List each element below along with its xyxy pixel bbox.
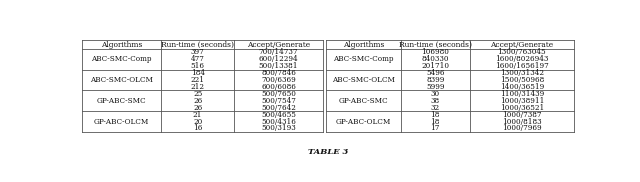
Text: 16: 16: [193, 124, 202, 132]
Text: 500/7547: 500/7547: [261, 97, 296, 105]
Text: 212: 212: [191, 83, 205, 91]
Text: 1500/50968: 1500/50968: [500, 76, 544, 84]
Text: Run-time (seconds): Run-time (seconds): [161, 41, 234, 49]
Text: 38: 38: [431, 97, 440, 105]
Text: 840330: 840330: [422, 55, 449, 63]
Text: ABC-SMC-OLCM: ABC-SMC-OLCM: [332, 76, 395, 84]
Text: 1000/36521: 1000/36521: [500, 104, 544, 112]
Text: 26: 26: [193, 97, 202, 105]
Text: Accept/Generate: Accept/Generate: [247, 41, 310, 49]
Text: 700/6369: 700/6369: [261, 76, 296, 84]
Text: 201710: 201710: [421, 62, 449, 70]
Text: GP-ABC-SMC: GP-ABC-SMC: [97, 97, 147, 105]
Text: ABC-SMC-OLCM: ABC-SMC-OLCM: [90, 76, 153, 84]
Text: 500/4655: 500/4655: [261, 111, 296, 119]
Text: 20: 20: [193, 118, 202, 126]
Text: ABC-SMC-Comp: ABC-SMC-Comp: [91, 55, 152, 63]
Text: 500/7650: 500/7650: [261, 90, 296, 98]
Text: 500/3193: 500/3193: [261, 124, 296, 132]
Text: 1600/1656197: 1600/1656197: [495, 62, 548, 70]
Text: 600/12294: 600/12294: [259, 55, 298, 63]
Text: 18: 18: [431, 118, 440, 126]
Text: 25: 25: [193, 90, 202, 98]
Text: 1600/8026943: 1600/8026943: [495, 55, 548, 63]
Text: 397: 397: [191, 48, 205, 56]
Text: 477: 477: [191, 55, 205, 63]
Text: GP-ABC-SMC: GP-ABC-SMC: [339, 97, 388, 105]
Text: 30: 30: [431, 90, 440, 98]
Text: 221: 221: [191, 76, 205, 84]
Text: 1300/763045: 1300/763045: [497, 48, 546, 56]
Text: GP-ABC-OLCM: GP-ABC-OLCM: [93, 118, 149, 126]
Text: TABLE 3: TABLE 3: [308, 148, 348, 156]
Text: 32: 32: [431, 104, 440, 112]
Text: 800/7846: 800/7846: [261, 69, 296, 77]
Text: Algorithms: Algorithms: [100, 41, 142, 49]
Text: 1000/38911: 1000/38911: [500, 97, 544, 105]
Text: 1000/7969: 1000/7969: [502, 124, 541, 132]
Text: 500/13381: 500/13381: [259, 62, 298, 70]
Text: Accept/Generate: Accept/Generate: [490, 41, 554, 49]
Text: 184: 184: [191, 69, 205, 77]
Text: 1000/8183: 1000/8183: [502, 118, 541, 126]
Text: 106980: 106980: [421, 48, 449, 56]
Text: 500/4316: 500/4316: [261, 118, 296, 126]
Text: 5496: 5496: [426, 69, 444, 77]
Text: 1400/36519: 1400/36519: [500, 83, 544, 91]
Text: 17: 17: [431, 124, 440, 132]
Text: ABC-SMC-Comp: ABC-SMC-Comp: [333, 55, 394, 63]
Text: Algorithms: Algorithms: [343, 41, 384, 49]
Text: 21: 21: [193, 111, 202, 119]
Text: 1100/31439: 1100/31439: [500, 90, 544, 98]
Text: 5999: 5999: [426, 83, 444, 91]
Text: Run-time (seconds): Run-time (seconds): [399, 41, 472, 49]
Text: 1300/31342: 1300/31342: [500, 69, 544, 77]
Text: 18: 18: [431, 111, 440, 119]
Text: 600/6086: 600/6086: [261, 83, 296, 91]
Text: 1000/7387: 1000/7387: [502, 111, 541, 119]
Text: 700/14737: 700/14737: [259, 48, 298, 56]
Text: 8399: 8399: [426, 76, 444, 84]
Text: 26: 26: [193, 104, 202, 112]
Text: 500/7642: 500/7642: [261, 104, 296, 112]
Text: GP-ABC-OLCM: GP-ABC-OLCM: [336, 118, 391, 126]
Text: 516: 516: [191, 62, 205, 70]
